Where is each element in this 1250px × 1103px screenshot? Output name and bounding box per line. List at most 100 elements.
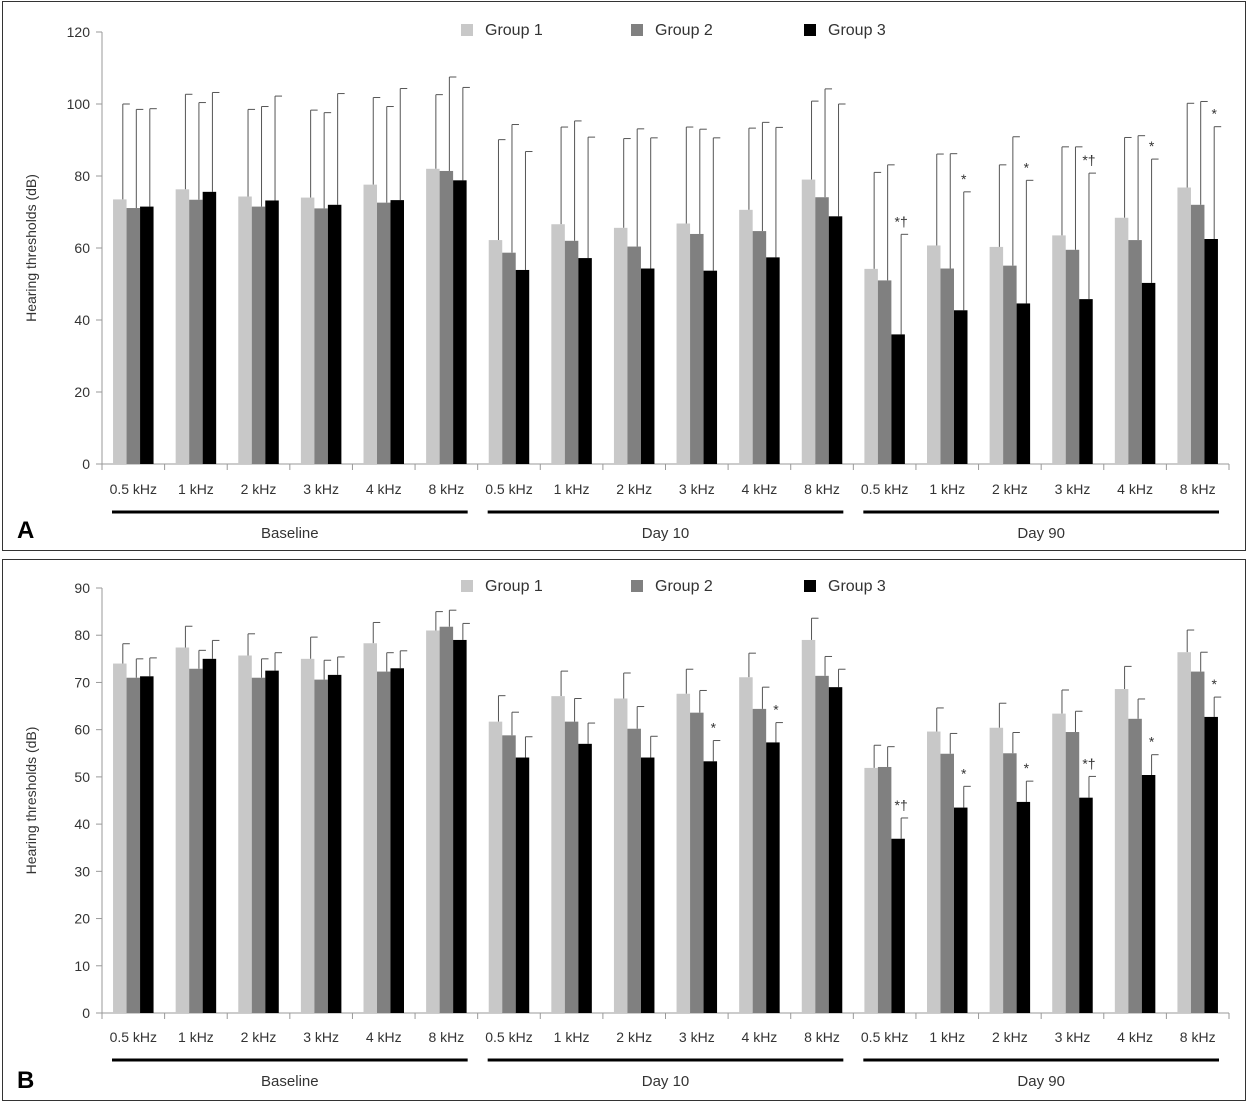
bar [300,197,315,464]
bar [627,728,641,1013]
y-tick-label: 0 [82,1005,90,1021]
bar [377,671,391,1013]
bar [613,227,628,464]
bar [515,269,530,464]
significance-marker: * [1149,138,1155,154]
x-tick-label: 3 kHz [1055,481,1091,497]
bar [613,698,628,1013]
bar [1114,689,1129,1013]
legend-label: Group 1 [485,578,543,595]
x-tick-label: 8 kHz [804,1029,840,1045]
bar [327,204,342,465]
y-axis-label: Hearing thresholds (dB) [23,174,39,322]
bar [202,191,217,464]
bar [175,647,190,1013]
bar [1128,718,1142,1013]
bar [954,310,968,464]
bar [640,268,655,464]
group-label: Day 90 [1017,525,1065,542]
legend-swatch [631,24,643,36]
x-tick-label: 4 kHz [366,1029,402,1045]
x-tick-label: 0.5 kHz [861,1029,908,1045]
significance-marker: *† [895,797,908,813]
y-tick-label: 60 [74,722,90,738]
bar [828,687,843,1013]
bar [426,168,440,465]
bar [439,170,454,464]
x-tick-label: 2 kHz [616,1029,652,1045]
chart-panel-b: Group 1 Group 2 Group 3 0 10 20 30 40 50 60 70 80 90… [2,559,1246,1101]
x-tick-label: 8 kHz [1180,1029,1216,1045]
bar [363,184,377,464]
bar [1190,671,1205,1013]
bar [739,677,753,1013]
bar [189,668,203,1013]
bar [640,757,655,1013]
bar [1204,239,1218,464]
bar [627,246,641,464]
group-label: Day 10 [642,1073,690,1090]
bar [426,630,440,1013]
bar [690,712,704,1013]
legend-swatch [804,24,816,36]
bar [202,658,217,1013]
bar [113,663,127,1013]
bar [314,208,328,464]
x-tick-label: 1 kHz [929,1029,965,1045]
bar [1003,753,1017,1013]
bar [314,679,328,1013]
y-tick-label: 100 [67,96,91,112]
bar [1065,249,1080,464]
x-tick-label: 4 kHz [742,1029,778,1045]
x-tick-label: 0.5 kHz [485,1029,532,1045]
x-tick-label: 4 kHz [1117,1029,1153,1045]
bar [1204,716,1218,1013]
bar [265,670,279,1013]
bar [989,727,1004,1013]
bar [1079,797,1093,1013]
bar [439,626,454,1013]
y-tick-label: 70 [74,674,90,690]
bar [502,735,516,1013]
y-tick-label: 20 [74,384,90,400]
legend-label: Group 3 [828,578,886,595]
bar [488,240,503,464]
x-tick-label: 2 kHz [241,481,277,497]
legend-swatch [804,580,816,592]
bar [1141,282,1156,464]
group-label: Day 10 [642,525,690,542]
bar [676,223,691,464]
chart-b-svg: Group 1 Group 2 Group 3 0 10 20 30 40 50 60 70 80 90… [17,578,1230,1094]
bar [703,270,718,464]
legend-label: Group 2 [655,578,713,595]
bar [766,742,780,1013]
bar [578,258,592,464]
y-tick-label: 120 [67,24,91,40]
bar [940,753,954,1013]
significance-marker: * [711,720,717,736]
bar [1177,652,1191,1013]
legend-swatch [461,24,473,36]
bar [864,268,878,464]
x-tick-label: 1 kHz [554,481,590,497]
x-tick-label: 8 kHz [428,1029,464,1045]
panel-label: A [17,517,34,544]
bar [488,721,503,1013]
significance-marker: * [961,171,967,187]
group-label: Baseline [261,525,319,542]
x-tick-label: 0.5 kHz [861,481,908,497]
bar [766,257,780,464]
chart-a-svg: Group 1 Group 2 Group 3 0 20 40 60 80 100 120 Hear… [17,22,1230,544]
bar [877,766,892,1013]
bar [927,731,941,1013]
bar [238,655,252,1013]
x-tick-label: 1 kHz [554,1029,590,1045]
significance-marker: * [1024,760,1030,776]
bar [828,216,843,464]
x-tick-label: 3 kHz [303,1029,339,1045]
bar [752,708,767,1013]
y-tick-label: 0 [82,456,90,472]
x-tick-label: 8 kHz [1180,481,1216,497]
x-tick-label: 1 kHz [178,481,214,497]
significance-marker: * [961,765,967,781]
